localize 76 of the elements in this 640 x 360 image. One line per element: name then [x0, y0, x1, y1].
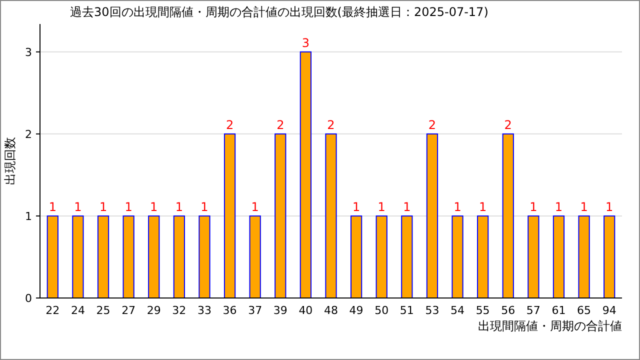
x-tick-label: 50 [374, 304, 389, 317]
data-label: 1 [352, 200, 360, 214]
x-tick-label: 25 [96, 304, 110, 317]
data-label: 1 [479, 200, 487, 214]
x-tick-label: 32 [172, 304, 186, 317]
bar [578, 215, 590, 298]
x-tick-label: 27 [122, 304, 136, 317]
y-tick-label: 0 [25, 292, 32, 305]
data-label: 1 [403, 200, 411, 214]
data-label: 1 [74, 200, 82, 214]
bar [552, 215, 565, 298]
bar [426, 133, 438, 298]
data-label: 1 [48, 200, 56, 214]
bar [198, 215, 210, 298]
data-label: 1 [454, 200, 462, 214]
bar [502, 133, 514, 298]
data-label: 1 [251, 200, 259, 214]
x-tick-label: 94 [602, 304, 616, 317]
data-label: 1 [530, 200, 538, 214]
y-axis-title: 出現回数 [3, 137, 17, 185]
data-label: 2 [504, 118, 512, 132]
data-label: 1 [99, 200, 108, 214]
bar [604, 215, 616, 298]
bar [300, 51, 312, 298]
bar [376, 215, 388, 298]
bar [452, 215, 464, 298]
data-label: 3 [302, 36, 310, 50]
data-label: 1 [175, 200, 183, 214]
x-tick-label: 54 [450, 304, 465, 317]
data-label: 2 [428, 118, 436, 132]
y-tick-label: 3 [25, 46, 32, 59]
bar [148, 215, 160, 298]
y-tick-label: 2 [25, 128, 32, 141]
x-tick-label: 33 [197, 304, 212, 317]
bar [477, 215, 489, 298]
x-tick-label: 39 [273, 304, 288, 317]
data-label: 2 [226, 118, 234, 132]
x-axis-title: 出現間隔値・周期の合計値 [478, 319, 622, 333]
data-label: 1 [378, 200, 386, 214]
x-tick-label: 51 [400, 304, 414, 317]
data-label: 1 [124, 200, 132, 214]
bar [97, 215, 110, 298]
bar [122, 215, 134, 298]
bar [528, 215, 540, 298]
x-tick-label: 36 [222, 304, 237, 317]
data-label: 1 [554, 200, 563, 214]
bar [224, 133, 236, 298]
x-tick-label: 49 [349, 304, 364, 317]
bar [249, 215, 261, 298]
bar [350, 215, 362, 298]
data-label: 1 [580, 200, 588, 214]
x-tick-label: 22 [46, 304, 60, 317]
x-tick-label: 48 [324, 304, 338, 317]
x-tick-label: 56 [501, 304, 516, 317]
bar [325, 133, 337, 298]
x-tick-label: 53 [425, 304, 440, 317]
data-label: 1 [200, 200, 208, 214]
x-tick-label: 65 [577, 304, 592, 317]
x-tick-label: 29 [146, 304, 161, 317]
chart-title: 過去30回の出現間隔値・周期の合計値の出現回数(最終抽選日：2025-07-17) [70, 5, 488, 19]
bar [173, 215, 185, 298]
x-tick-label: 37 [248, 304, 262, 317]
x-tick-label: 40 [298, 304, 313, 317]
bar [401, 215, 413, 298]
x-tick-label: 57 [526, 304, 540, 317]
x-tick-label: 61 [552, 304, 566, 317]
x-tick-label: 55 [476, 304, 490, 317]
data-label: 2 [276, 118, 284, 132]
y-tick-label: 1 [25, 210, 32, 223]
data-label: 2 [327, 118, 335, 132]
bar [274, 133, 286, 298]
data-label: 1 [606, 200, 614, 214]
bar [46, 215, 58, 298]
x-tick-label: 24 [70, 304, 85, 317]
bar [72, 215, 84, 298]
data-label: 1 [150, 200, 158, 214]
